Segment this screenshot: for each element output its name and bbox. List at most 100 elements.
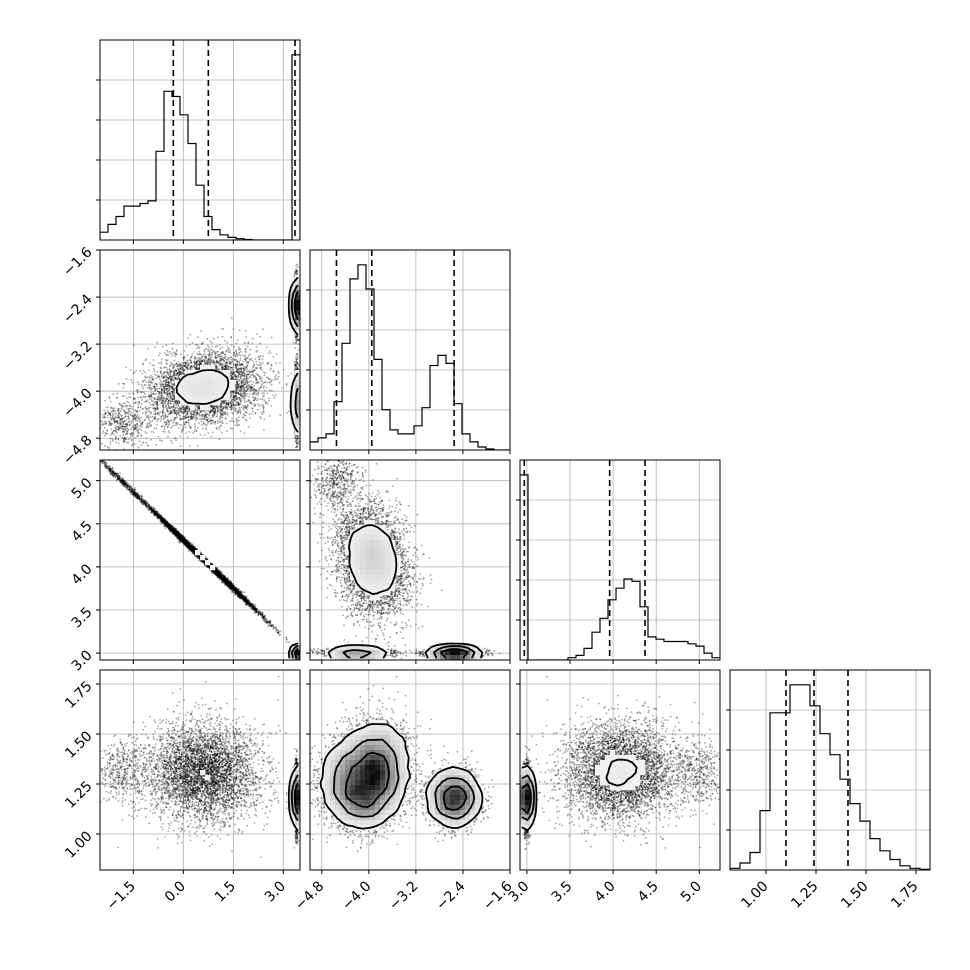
scatter-point [228,582,230,585]
density-cell [180,390,186,396]
scatter-point [193,550,195,552]
scatter-point [229,368,232,371]
scatter-point [256,408,259,411]
scatter-point [242,368,245,370]
scatter-point [216,412,219,415]
scatter-point [296,445,298,447]
scatter-point [219,421,222,423]
scatter-point [235,419,238,421]
scatter-point [262,355,264,358]
scatter-point [295,337,298,339]
scatter-point [262,392,265,394]
density-cell [190,405,196,411]
scatter-point [235,394,238,397]
scatter-point [259,335,262,338]
scatter-point [158,413,160,416]
scatter-point [263,374,266,377]
scatter-point [296,335,298,338]
scatter-point [222,407,225,410]
scatter-point [196,357,198,359]
scatter-point [155,377,158,380]
scatter-point [166,407,168,410]
scatter-point [156,420,159,422]
scatter-point [221,351,223,354]
scatter-point [164,399,167,402]
scatter-point [187,410,189,413]
scatter-point [178,370,181,373]
scatter-point [108,423,111,425]
scatter-point [145,432,148,435]
scatter-point [294,270,297,273]
scatter-point [220,409,223,412]
scatter-point [261,358,264,360]
scatter-point [138,427,141,430]
scatter-point [232,364,235,366]
scatter-point [239,410,242,412]
scatter-point [294,347,297,350]
scatter-point [190,415,193,418]
scatter-point [251,371,254,374]
scatter-point [220,413,222,415]
scatter-point [294,365,296,368]
density-cell [295,370,300,376]
panel-frame [99,249,301,451]
scatter-point [154,373,156,376]
scatter-point [180,407,182,409]
scatter-point [238,363,241,366]
scatter-point [262,386,265,389]
scatter-point [231,377,234,379]
scatter-point [169,412,172,414]
scatter-point [219,358,222,360]
scatter-point [242,385,245,388]
scatter-point [183,406,186,409]
scatter-point [223,581,226,583]
scatter-point [193,364,196,367]
scatter-point [173,396,176,398]
scatter-point [236,381,238,383]
scatter-point [238,380,241,382]
scatter-point [221,363,224,366]
scatter-point [185,363,188,366]
density-cell [205,395,211,401]
scatter-point [176,374,179,377]
density-cell [215,395,221,401]
scatter-point [240,370,243,373]
scatter-point [125,411,128,414]
scatter-point [295,357,297,360]
scatter-point [152,388,155,390]
scatter-point [226,362,229,365]
scatter-point [235,363,238,366]
scatter-point [104,399,106,402]
scatter-point [215,354,217,357]
scatter-point [245,362,248,364]
scatter-point [201,355,204,358]
scatter-point [256,349,259,352]
scatter-point [187,416,189,419]
scatter-point [237,355,240,358]
scatter-point [165,397,167,400]
scatter-point [203,417,206,420]
scatter-point [230,375,233,378]
scatter-point [174,409,176,412]
scatter-point [246,373,249,376]
scatter-point [170,405,173,408]
scatter-point [232,403,235,406]
scatter-point [240,363,243,365]
scatter-point [244,373,246,376]
scatter-point [145,407,147,410]
scatter-point [150,393,152,396]
scatter-point [296,366,298,369]
scatter-point [149,395,151,398]
scatter-point [181,372,184,375]
scatter-point [101,432,104,434]
scatter-point [212,405,215,407]
scatter-point [182,412,184,414]
scatter-point [182,408,185,411]
scatter-point [240,382,243,385]
scatter-point [171,398,174,400]
scatter-point [264,381,266,384]
scatter-point [167,400,170,402]
scatter-point [242,416,244,419]
scatter-point [287,375,289,377]
scatter-point [233,396,236,399]
